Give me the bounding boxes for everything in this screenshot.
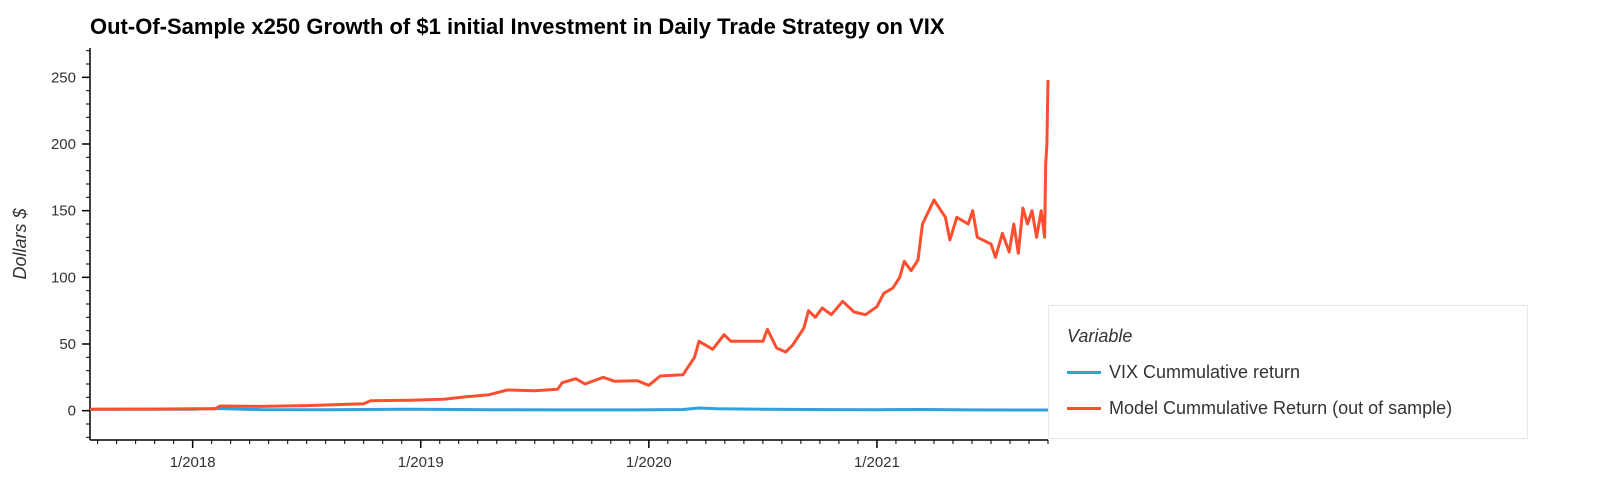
legend-label-model: Model Cummulative Return (out of sample): [1109, 397, 1453, 418]
series-line-model: [89, 79, 1050, 411]
y-tick-label: 200: [51, 136, 76, 153]
plot-area: [90, 48, 1048, 440]
legend-item-vix[interactable]: VIX Cummulative return: [1067, 360, 1300, 384]
y-tick-label: 0: [68, 403, 76, 420]
x-tick-label: 1/2021: [854, 454, 900, 471]
legend-swatch-model: [1067, 406, 1101, 410]
y-tick-label: 250: [51, 69, 76, 86]
axes: 0 50 100 150 200 250 1/2018 1/2019 1/2020 1/2021: [51, 48, 1049, 471]
legend-item-model[interactable]: Model Cummulative Return (out of sample): [1067, 396, 1452, 420]
legend: Variable VIX Cummulative return Model Cu…: [1048, 305, 1528, 439]
legend-title: Variable: [1067, 326, 1133, 346]
y-axis-label: Dollars $: [10, 208, 30, 280]
y-tick-label: 100: [51, 269, 76, 286]
x-tick-label: 1/2019: [398, 454, 444, 471]
x-tick-label: 1/2018: [170, 454, 216, 471]
legend-label-vix: VIX Cummulative return: [1109, 361, 1301, 382]
legend-swatch-vix: [1067, 370, 1101, 374]
y-tick-label: 50: [59, 336, 76, 353]
series-line-vix: [90, 406, 1048, 412]
x-tick-label: 1/2020: [626, 454, 672, 471]
y-tick-label: 150: [51, 203, 76, 220]
series-group: [89, 79, 1050, 412]
chart-title: Out-Of-Sample x250 Growth of $1 initial …: [90, 14, 945, 39]
